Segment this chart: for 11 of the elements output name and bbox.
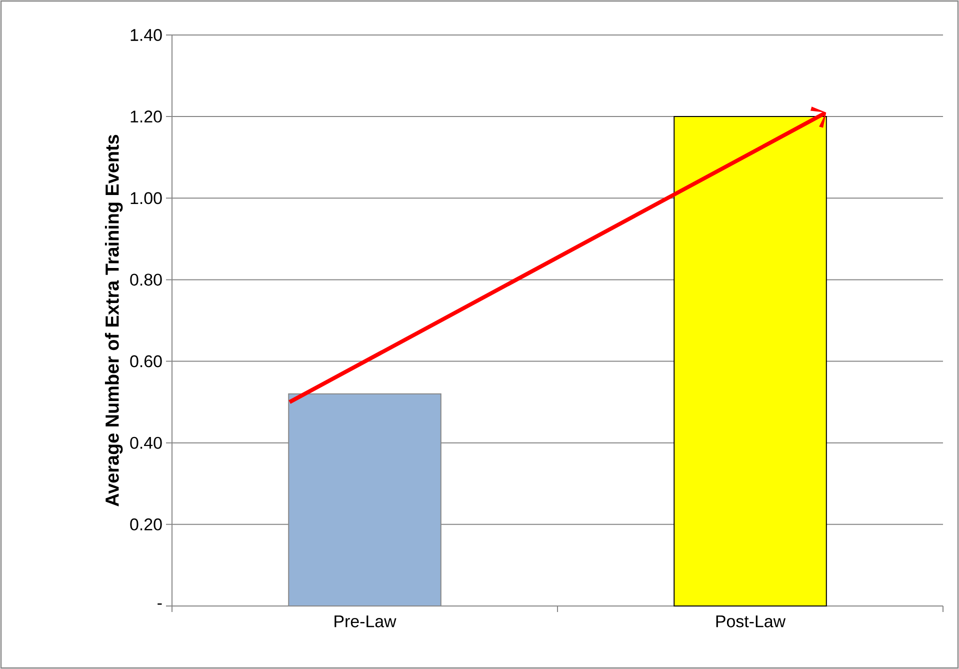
- y-tick-label: 0.40: [130, 436, 162, 449]
- y-tick-label: -: [158, 603, 162, 605]
- y-tick-label: 1.40: [130, 28, 162, 41]
- y-tick-label: 0.20: [130, 518, 162, 530]
- y-tick-label: 1.20: [130, 110, 162, 123]
- y-tick-label: 0.60: [130, 355, 162, 368]
- y-axis-title: Average Number of Extra Training Events: [104, 134, 123, 506]
- x-tick-label: Post-Law: [716, 616, 786, 628]
- x-tick-label: Pre-Law: [334, 616, 396, 628]
- y-tick-label: 1.00: [130, 192, 162, 204]
- y-tick-label: 0.80: [130, 274, 162, 286]
